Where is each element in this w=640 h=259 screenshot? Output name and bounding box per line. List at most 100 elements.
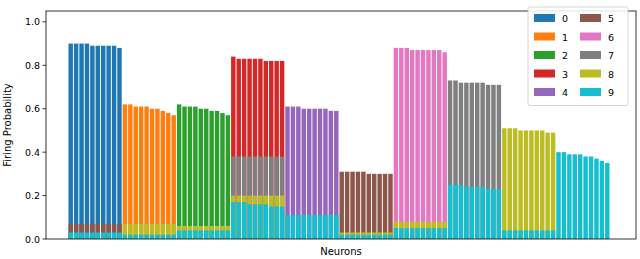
bar [220,230,224,239]
bar [139,107,143,239]
bar [323,215,327,239]
bar [258,196,262,239]
bar [307,109,311,239]
bar [101,224,105,239]
bar [600,161,604,239]
bar [74,224,78,239]
bar [524,230,528,239]
bar [540,130,544,239]
bar [155,224,159,239]
bar [448,80,452,239]
bar [112,232,116,239]
bar [117,232,121,239]
bar [280,196,284,239]
legend-label: 6 [608,32,614,43]
bar [388,235,392,239]
bar [350,172,354,239]
bar [291,107,295,239]
bar [312,215,316,239]
bar [459,185,463,239]
bar [518,130,522,239]
bar [356,232,360,239]
bar [567,154,571,239]
bar [166,113,170,239]
bar [117,224,121,239]
bar [497,189,501,239]
y-tick [43,152,47,153]
bar [529,230,533,239]
bar [605,163,609,239]
y-tick-label: 0.2 [25,190,40,201]
bar [540,230,544,239]
bar [312,109,316,239]
bar [361,235,365,239]
bar [280,156,284,239]
bar [171,235,175,239]
legend-swatch [534,14,555,22]
y-tick [43,108,47,109]
bar [464,187,468,239]
bar [437,222,441,239]
legend-label: 5 [608,13,614,24]
bar [134,224,138,239]
bar [90,232,94,239]
bar [518,230,522,239]
bar [280,206,284,239]
bar [193,230,197,239]
bar [556,152,560,239]
bar [161,111,165,239]
bar [405,228,409,239]
bar [459,83,463,239]
bar [367,232,371,239]
bar [253,156,257,239]
bar [377,174,381,239]
bar [399,228,403,239]
y-tick [43,65,47,66]
bar [117,48,121,239]
bar [101,232,105,239]
bar [74,44,78,239]
bar [350,232,354,239]
bar [85,224,89,239]
bar [339,235,343,239]
bar [480,83,484,239]
bar [339,172,343,239]
bar [545,133,549,239]
bar [123,224,127,239]
bar [188,226,192,239]
bar [437,228,441,239]
bar [394,222,398,239]
bar [339,232,343,239]
legend-label: 8 [608,69,614,80]
legend-label: 2 [562,50,568,61]
bar [453,185,457,239]
bar [345,235,349,239]
bar [421,222,425,239]
bar [247,59,251,239]
bar [318,215,322,239]
bar [432,50,436,239]
bar [258,156,262,239]
bar [377,235,381,239]
bar [415,228,419,239]
bar [215,230,219,239]
bar [442,222,446,239]
bar [123,104,127,239]
bar [226,230,230,239]
bar [437,50,441,239]
legend-label: 4 [562,87,568,98]
bar [470,187,474,239]
bar [415,50,419,239]
legend-swatch [534,88,555,96]
legend-swatch [580,14,601,22]
bar [274,196,278,239]
y-tick-label: 1.0 [25,16,40,27]
bar [264,156,268,239]
bar [79,232,83,239]
bar [345,232,349,239]
bar [274,156,278,239]
legend-label: 1 [562,32,568,43]
bar [421,50,425,239]
bar [144,235,148,239]
bar [193,107,197,239]
